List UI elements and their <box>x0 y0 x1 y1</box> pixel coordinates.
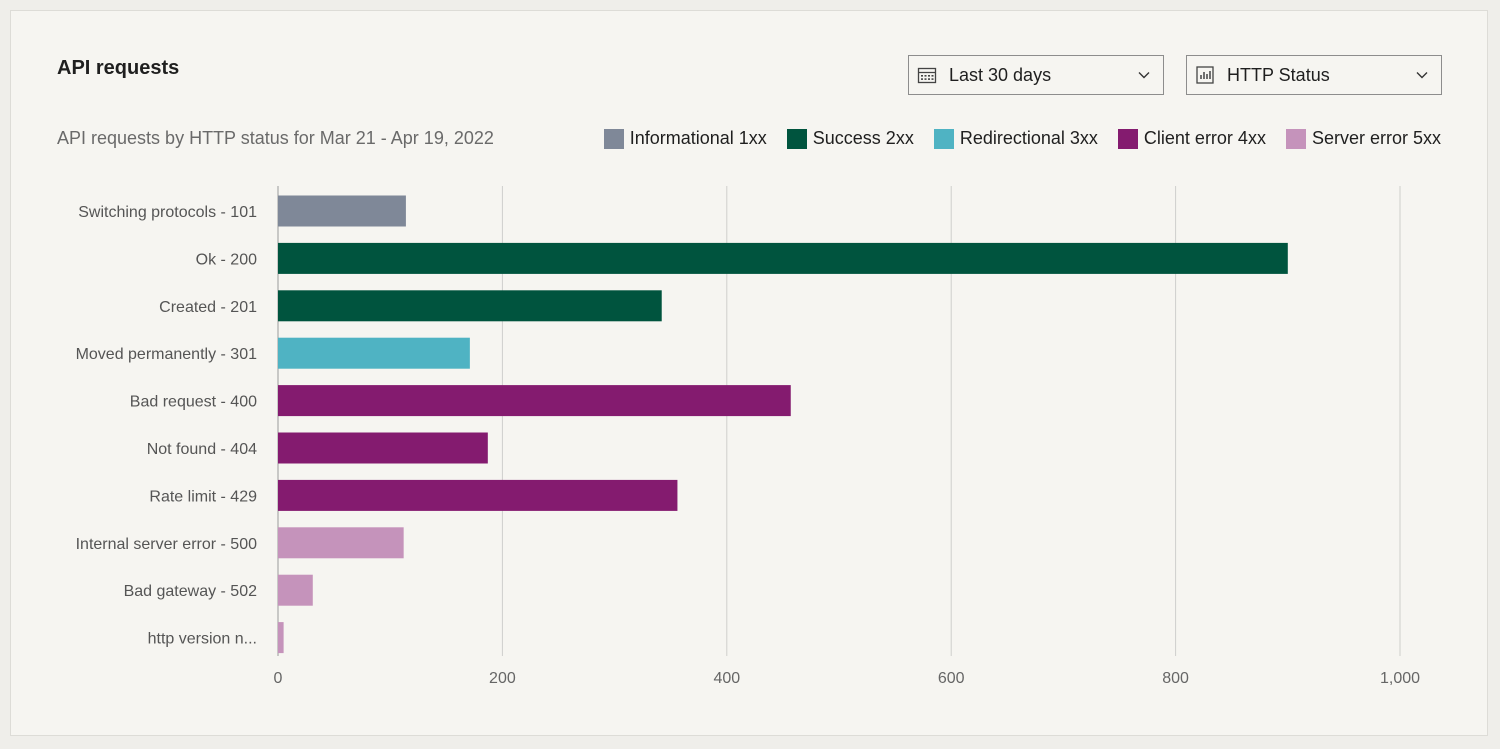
legend-item: Success 2xx <box>786 128 914 149</box>
bar <box>278 527 404 559</box>
x-tick-label: 800 <box>1162 670 1189 687</box>
bar <box>278 385 791 417</box>
category-label: Switching protocols - 101 <box>78 204 257 221</box>
calendar-icon <box>917 67 937 84</box>
bar <box>278 432 488 464</box>
bar <box>278 479 678 511</box>
category-label: Bad request - 400 <box>130 394 257 411</box>
x-tick-label: 1,000 <box>1380 670 1420 687</box>
category-label: Rate limit - 429 <box>149 488 257 505</box>
bar <box>278 574 313 606</box>
date-range-select[interactable]: Last 30 days <box>908 55 1164 95</box>
legend-label: Success 2xx <box>812 128 914 148</box>
bar <box>278 337 470 369</box>
api-requests-card: API requests Last 30 days HTTP Status <box>10 10 1488 736</box>
bar <box>278 622 284 654</box>
legend-label: Informational 1xx <box>629 128 767 148</box>
legend-item: Informational 1xx <box>603 128 767 149</box>
category-label: Bad gateway - 502 <box>124 583 258 600</box>
legend-item: Server error 5xx <box>1285 128 1441 149</box>
chart-subtitle: API requests by HTTP status for Mar 21 -… <box>57 128 494 148</box>
legend-swatch <box>603 128 624 149</box>
x-tick-label: 0 <box>274 670 283 687</box>
legend-swatch <box>933 128 954 149</box>
category-label: Moved permanently - 301 <box>76 346 258 363</box>
legend-swatch <box>1285 128 1306 149</box>
category-label: Ok - 200 <box>196 251 257 268</box>
legend-label: Client error 4xx <box>1143 128 1266 148</box>
category-label: Not found - 404 <box>147 441 257 458</box>
x-tick-label: 400 <box>713 670 740 687</box>
group-by-select[interactable]: HTTP Status <box>1186 55 1442 95</box>
category-label: http version n... <box>148 631 257 648</box>
group-by-label: HTTP Status <box>1227 64 1330 85</box>
legend-label: Redirectional 3xx <box>959 128 1098 148</box>
bar <box>278 195 406 227</box>
chart-legend: Informational 1xx Success 2xx Redirectio… <box>603 128 1441 149</box>
bar <box>278 290 662 322</box>
bar-chart-icon <box>1196 66 1214 84</box>
card-title: API requests <box>57 57 180 79</box>
chevron-down-icon <box>1138 72 1150 79</box>
legend-item: Redirectional 3xx <box>933 128 1098 149</box>
legend-label: Server error 5xx <box>1311 128 1441 148</box>
legend-item: Client error 4xx <box>1117 128 1266 149</box>
x-tick-label: 200 <box>489 670 516 687</box>
x-tick-label: 600 <box>938 670 965 687</box>
category-label: Created - 201 <box>159 299 257 316</box>
legend-swatch <box>786 128 807 149</box>
bar-chart: 0 200 400 600 800 1,000 Switching protocols - … <box>76 186 1420 687</box>
chevron-down-icon <box>1416 72 1428 79</box>
legend-swatch <box>1117 128 1138 149</box>
category-label: Internal server error - 500 <box>76 536 258 553</box>
date-range-label: Last 30 days <box>949 64 1052 85</box>
bar <box>278 242 1288 274</box>
